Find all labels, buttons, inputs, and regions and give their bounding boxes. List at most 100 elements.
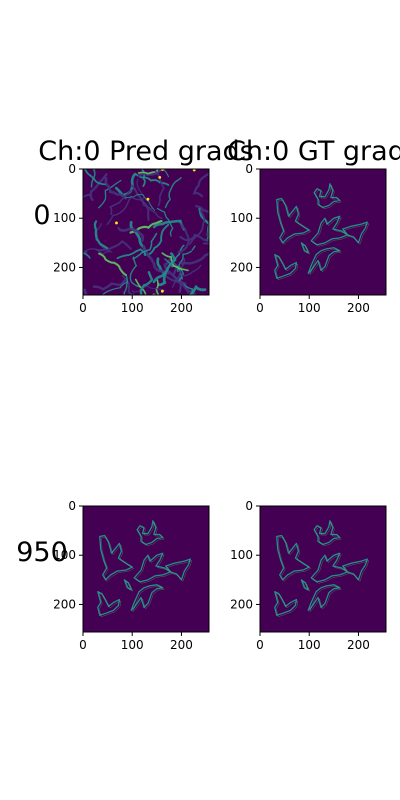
bird-edge (310, 215, 349, 246)
gradient-streak (124, 194, 156, 211)
gradient-streak (109, 187, 136, 216)
x-tick-label: 200 (347, 638, 370, 652)
gradient-streak (189, 209, 206, 246)
y-tick-label: 100 (53, 548, 76, 562)
gradient-streak (137, 169, 164, 177)
row-label-1: 950 (16, 537, 68, 568)
bird-inner-edge (343, 223, 369, 245)
bird-edge (97, 591, 121, 616)
gradient-streak (161, 252, 189, 272)
panel-frame (259, 505, 387, 633)
gradient-peak (115, 221, 118, 225)
x-tick-label: 200 (170, 301, 193, 315)
bird-edge (342, 558, 368, 581)
bird-inner-edge (132, 586, 165, 613)
bird-edge (300, 242, 309, 254)
x-tick-label: 100 (298, 638, 321, 652)
gradient-streak (97, 179, 122, 209)
bird-edge (165, 558, 191, 581)
y-tick-label: 0 (68, 162, 76, 176)
y-tick-label: 0 (245, 162, 253, 176)
x-tick-label: 0 (256, 638, 264, 652)
y-tick-label: 100 (53, 211, 76, 225)
bird-inner-edge (302, 244, 310, 255)
bird-inner-edge (312, 554, 350, 584)
gradient-streak (89, 173, 108, 201)
bird-edge (133, 552, 172, 583)
gradient-streak (92, 278, 127, 291)
y-tick-label: 200 (53, 260, 76, 274)
bird-inner-edge (315, 522, 342, 547)
x-tick-label: 100 (121, 301, 144, 315)
bird-edge (130, 584, 164, 611)
gradient-peak (158, 175, 162, 179)
row-label-0: 0 (33, 200, 50, 231)
bird-edge (99, 534, 133, 581)
panel-background (83, 169, 209, 295)
bird-inner-edge (309, 249, 342, 276)
bird-inner-edge (276, 255, 299, 280)
x-tick-label: 0 (256, 301, 264, 315)
x-tick-label: 100 (121, 638, 144, 652)
panel-r0-c0: 0 100 200 0 100 200 (53, 162, 210, 315)
panel-frame (82, 505, 210, 633)
panel-r1-c0: 0 100 200 0 100 200 (53, 499, 210, 652)
gradient-streak (130, 184, 150, 221)
gradient-streak (106, 196, 132, 225)
gradient-streak (132, 232, 158, 260)
gradient-streak (156, 207, 174, 237)
gradient-streak (84, 169, 106, 186)
gradient-streak (93, 220, 109, 250)
bird-edge (123, 579, 132, 591)
bird-edge (276, 197, 310, 244)
bird-edge (274, 591, 298, 616)
y-tick-label: 200 (53, 597, 76, 611)
bird-inner-edge (135, 554, 173, 584)
column-title-0: Ch:0 Pred grads (38, 136, 253, 167)
gradient-streak (147, 223, 170, 256)
gradient-streak (123, 274, 129, 295)
gradient-streak (134, 278, 157, 295)
bird-edge (313, 183, 341, 209)
panel-frame (259, 168, 387, 296)
gradient-streak (164, 177, 182, 209)
gradient-streak (180, 252, 209, 265)
gradient-streak (182, 283, 193, 295)
y-tick-label: 100 (230, 548, 253, 562)
bird-inner-edge (100, 536, 134, 582)
bird-edge (310, 552, 349, 583)
bird-edge (136, 520, 164, 546)
gradient-streak (177, 223, 190, 254)
gradient-streak (83, 252, 91, 259)
gradient-streak (192, 172, 209, 198)
y-tick-label: 200 (230, 597, 253, 611)
y-tick-label: 0 (245, 499, 253, 513)
gradient-streak (162, 169, 170, 178)
gradient-streak (95, 239, 132, 252)
bird-edge (307, 584, 341, 611)
bird-inner-edge (309, 586, 342, 613)
panel-background (260, 506, 386, 632)
bird-edge (342, 221, 368, 244)
y-tick-label: 0 (68, 499, 76, 513)
x-tick-label: 200 (347, 301, 370, 315)
bird-edge (274, 254, 298, 279)
bird-inner-edge (315, 185, 342, 210)
gradient-streak (140, 169, 146, 187)
gradient-peak (160, 289, 164, 293)
panel-r0-c1: 0 100 200 0 100 200 (230, 162, 387, 315)
gradient-streak (101, 281, 128, 295)
panel-background (83, 506, 209, 632)
gradient-peak (146, 197, 150, 201)
bird-inner-edge (343, 560, 369, 582)
gradient-streak (155, 279, 160, 295)
gradient-streak (195, 204, 209, 214)
gradient-streak (131, 285, 166, 293)
gradient-streak (139, 271, 154, 295)
gradient-streak (104, 177, 127, 200)
gradient-streak (129, 256, 141, 288)
panel-r1-c1: 0 100 200 0 100 200 (230, 499, 387, 652)
x-tick-label: 100 (298, 301, 321, 315)
y-tick-label: 100 (230, 211, 253, 225)
